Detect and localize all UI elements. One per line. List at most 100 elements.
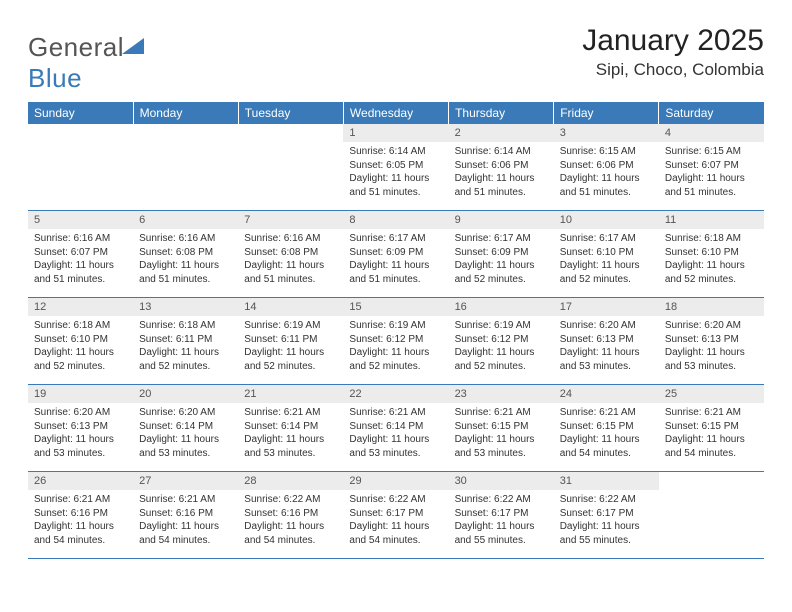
daylight-text-1: Daylight: 11 hours: [244, 520, 337, 534]
daylight-text-2: and 51 minutes.: [139, 273, 232, 287]
sunset-text: Sunset: 6:17 PM: [560, 507, 653, 521]
day-details: Sunrise: 6:19 AMSunset: 6:12 PMDaylight:…: [343, 316, 448, 377]
sunset-text: Sunset: 6:10 PM: [34, 333, 127, 347]
day-number: 27: [133, 472, 238, 490]
day-details: Sunrise: 6:19 AMSunset: 6:12 PMDaylight:…: [449, 316, 554, 377]
triangle-icon: [122, 30, 144, 61]
sunset-text: Sunset: 6:13 PM: [34, 420, 127, 434]
daylight-text-1: Daylight: 11 hours: [34, 433, 127, 447]
daylight-text-1: Daylight: 11 hours: [244, 259, 337, 273]
sunset-text: Sunset: 6:17 PM: [455, 507, 548, 521]
day-number: 25: [659, 385, 764, 403]
daylight-text-2: and 52 minutes.: [455, 273, 548, 287]
daylight-text-2: and 51 minutes.: [349, 186, 442, 200]
day-number: 3: [554, 124, 659, 142]
sunset-text: Sunset: 6:16 PM: [34, 507, 127, 521]
sunrise-text: Sunrise: 6:17 AM: [455, 232, 548, 246]
daylight-text-1: Daylight: 11 hours: [34, 346, 127, 360]
calendar-day-cell: 8Sunrise: 6:17 AMSunset: 6:09 PMDaylight…: [343, 211, 448, 298]
daylight-text-1: Daylight: 11 hours: [139, 346, 232, 360]
daylight-text-1: Daylight: 11 hours: [244, 346, 337, 360]
daylight-text-2: and 53 minutes.: [34, 447, 127, 461]
sunrise-text: Sunrise: 6:15 AM: [560, 145, 653, 159]
sunrise-text: Sunrise: 6:17 AM: [349, 232, 442, 246]
sunset-text: Sunset: 6:16 PM: [244, 507, 337, 521]
daylight-text-2: and 53 minutes.: [665, 360, 758, 374]
day-details: Sunrise: 6:15 AMSunset: 6:06 PMDaylight:…: [554, 142, 659, 203]
calendar-day-cell: 30Sunrise: 6:22 AMSunset: 6:17 PMDayligh…: [449, 472, 554, 559]
calendar-day-cell: 6Sunrise: 6:16 AMSunset: 6:08 PMDaylight…: [133, 211, 238, 298]
day-number: 10: [554, 211, 659, 229]
daylight-text-2: and 53 minutes.: [244, 447, 337, 461]
daylight-text-2: and 54 minutes.: [139, 534, 232, 548]
day-details: Sunrise: 6:18 AMSunset: 6:10 PMDaylight:…: [659, 229, 764, 290]
day-details: Sunrise: 6:22 AMSunset: 6:17 PMDaylight:…: [449, 490, 554, 551]
daylight-text-2: and 54 minutes.: [244, 534, 337, 548]
day-number: 14: [238, 298, 343, 316]
day-number: 30: [449, 472, 554, 490]
sunset-text: Sunset: 6:05 PM: [349, 159, 442, 173]
calendar-header-row: SundayMondayTuesdayWednesdayThursdayFrid…: [28, 102, 764, 124]
sunrise-text: Sunrise: 6:21 AM: [455, 406, 548, 420]
sunrise-text: Sunrise: 6:22 AM: [349, 493, 442, 507]
sunset-text: Sunset: 6:07 PM: [34, 246, 127, 260]
sunrise-text: Sunrise: 6:21 AM: [349, 406, 442, 420]
daylight-text-2: and 54 minutes.: [349, 534, 442, 548]
daylight-text-2: and 54 minutes.: [34, 534, 127, 548]
day-details: Sunrise: 6:21 AMSunset: 6:15 PMDaylight:…: [449, 403, 554, 464]
day-details: Sunrise: 6:14 AMSunset: 6:05 PMDaylight:…: [343, 142, 448, 203]
day-details: Sunrise: 6:16 AMSunset: 6:08 PMDaylight:…: [238, 229, 343, 290]
location-subtitle: Sipi, Choco, Colombia: [582, 60, 764, 80]
calendar-day-cell: 31Sunrise: 6:22 AMSunset: 6:17 PMDayligh…: [554, 472, 659, 559]
calendar-week-row: 19Sunrise: 6:20 AMSunset: 6:13 PMDayligh…: [28, 385, 764, 472]
daylight-text-1: Daylight: 11 hours: [455, 520, 548, 534]
daylight-text-1: Daylight: 11 hours: [560, 433, 653, 447]
day-details: Sunrise: 6:21 AMSunset: 6:16 PMDaylight:…: [28, 490, 133, 551]
day-number: 22: [343, 385, 448, 403]
day-number: 21: [238, 385, 343, 403]
daylight-text-2: and 54 minutes.: [560, 447, 653, 461]
daylight-text-2: and 52 minutes.: [665, 273, 758, 287]
day-details: Sunrise: 6:15 AMSunset: 6:07 PMDaylight:…: [659, 142, 764, 203]
daylight-text-1: Daylight: 11 hours: [34, 520, 127, 534]
calendar-week-row: 26Sunrise: 6:21 AMSunset: 6:16 PMDayligh…: [28, 472, 764, 559]
sunset-text: Sunset: 6:11 PM: [244, 333, 337, 347]
day-details: Sunrise: 6:20 AMSunset: 6:13 PMDaylight:…: [28, 403, 133, 464]
sunrise-text: Sunrise: 6:14 AM: [349, 145, 442, 159]
weekday-header: Wednesday: [343, 102, 448, 124]
sunrise-text: Sunrise: 6:18 AM: [34, 319, 127, 333]
sunrise-text: Sunrise: 6:22 AM: [455, 493, 548, 507]
calendar-day-cell: 25Sunrise: 6:21 AMSunset: 6:15 PMDayligh…: [659, 385, 764, 472]
sunrise-text: Sunrise: 6:21 AM: [560, 406, 653, 420]
weekday-header: Monday: [133, 102, 238, 124]
calendar-day-cell: 20Sunrise: 6:20 AMSunset: 6:14 PMDayligh…: [133, 385, 238, 472]
daylight-text-1: Daylight: 11 hours: [665, 259, 758, 273]
sunrise-text: Sunrise: 6:20 AM: [665, 319, 758, 333]
sunrise-text: Sunrise: 6:19 AM: [349, 319, 442, 333]
day-number: 23: [449, 385, 554, 403]
calendar-day-cell: 7Sunrise: 6:16 AMSunset: 6:08 PMDaylight…: [238, 211, 343, 298]
daylight-text-1: Daylight: 11 hours: [455, 172, 548, 186]
daylight-text-1: Daylight: 11 hours: [560, 259, 653, 273]
daylight-text-2: and 53 minutes.: [560, 360, 653, 374]
calendar-day-cell: 12Sunrise: 6:18 AMSunset: 6:10 PMDayligh…: [28, 298, 133, 385]
daylight-text-2: and 52 minutes.: [244, 360, 337, 374]
daylight-text-1: Daylight: 11 hours: [139, 259, 232, 273]
day-details: Sunrise: 6:21 AMSunset: 6:14 PMDaylight:…: [343, 403, 448, 464]
calendar-day-cell: 18Sunrise: 6:20 AMSunset: 6:13 PMDayligh…: [659, 298, 764, 385]
day-number: 31: [554, 472, 659, 490]
daylight-text-2: and 52 minutes.: [455, 360, 548, 374]
calendar-day-cell: 1Sunrise: 6:14 AMSunset: 6:05 PMDaylight…: [343, 124, 448, 211]
calendar-week-row: 12Sunrise: 6:18 AMSunset: 6:10 PMDayligh…: [28, 298, 764, 385]
day-details: Sunrise: 6:19 AMSunset: 6:11 PMDaylight:…: [238, 316, 343, 377]
sunset-text: Sunset: 6:13 PM: [665, 333, 758, 347]
day-number: 26: [28, 472, 133, 490]
daylight-text-1: Daylight: 11 hours: [665, 433, 758, 447]
daylight-text-1: Daylight: 11 hours: [455, 433, 548, 447]
calendar-day-cell: 5Sunrise: 6:16 AMSunset: 6:07 PMDaylight…: [28, 211, 133, 298]
daylight-text-1: Daylight: 11 hours: [139, 433, 232, 447]
daylight-text-1: Daylight: 11 hours: [349, 520, 442, 534]
day-number: 24: [554, 385, 659, 403]
calendar-table: SundayMondayTuesdayWednesdayThursdayFrid…: [28, 102, 764, 559]
sunset-text: Sunset: 6:15 PM: [560, 420, 653, 434]
